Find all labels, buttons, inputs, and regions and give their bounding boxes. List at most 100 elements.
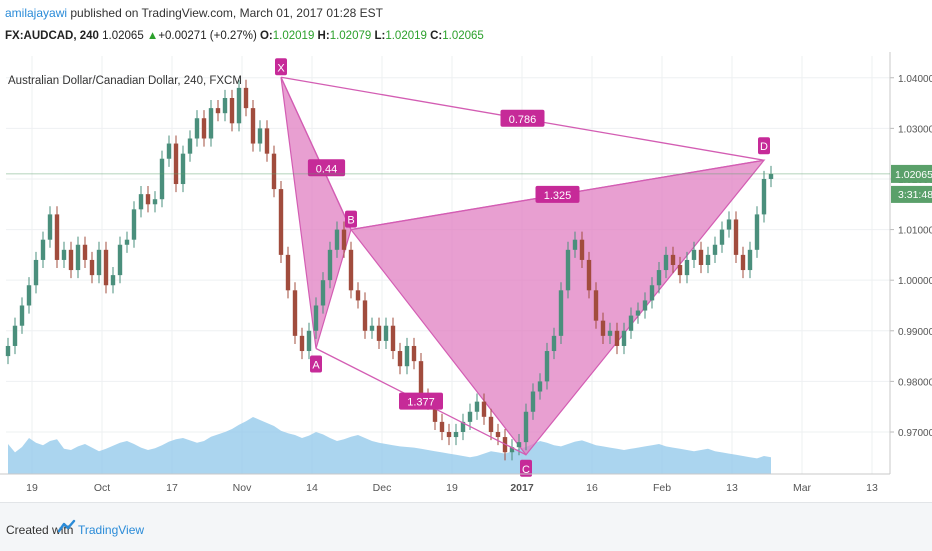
candle-body xyxy=(439,421,445,432)
x-tick-label: Nov xyxy=(233,482,252,494)
ratio-label: 0.44 xyxy=(316,163,337,175)
point-label: X xyxy=(277,62,285,74)
low-value: 1.02019 xyxy=(385,30,427,42)
candle-body xyxy=(712,244,718,255)
candle-body xyxy=(292,290,298,336)
candle-body xyxy=(754,214,760,250)
price-badge-box xyxy=(891,164,932,183)
candle-body xyxy=(390,325,396,352)
candle-body xyxy=(222,98,228,114)
candle-body xyxy=(61,249,67,260)
close-label: C: xyxy=(430,30,443,42)
chart-area[interactable]: 0.44 1.377 1.325 0.786 X A B C D 1.04000 1.03000 1… xyxy=(0,52,932,502)
price-badge: 1.02065 xyxy=(895,169,932,181)
candle-body xyxy=(341,229,347,250)
ratio-label: 1.325 xyxy=(544,190,572,202)
candle-body xyxy=(691,249,697,260)
candle-body xyxy=(649,285,655,301)
candle-body xyxy=(194,118,200,139)
x-tick-label: 19 xyxy=(26,482,38,494)
candle-body xyxy=(467,411,473,422)
candle-body xyxy=(166,143,172,159)
candle-body xyxy=(586,259,592,291)
candle-body xyxy=(208,108,214,139)
volume-area xyxy=(8,417,771,474)
ratio-label-box xyxy=(500,109,545,127)
candle-body xyxy=(348,249,354,291)
candle-body xyxy=(215,108,221,114)
candle-body xyxy=(495,431,501,438)
ratio-label: 0.786 xyxy=(509,114,537,126)
point-label: A xyxy=(312,359,320,371)
countdown-badge-box xyxy=(891,185,932,203)
y-tick-label: 1.01000 xyxy=(898,226,932,237)
point-label: D xyxy=(760,141,768,153)
candle-body xyxy=(579,239,585,260)
candle-body xyxy=(670,254,676,265)
candle-body xyxy=(397,351,403,367)
candle-body xyxy=(271,153,277,190)
candle-body xyxy=(516,442,522,448)
candle-body xyxy=(264,128,270,154)
candle-body xyxy=(54,214,60,260)
candle-body xyxy=(761,178,767,215)
candle-body xyxy=(376,325,382,341)
price-chart[interactable]: 0.44 1.377 1.325 0.786 X A B C D 1.04000 1.03000 1… xyxy=(0,52,932,502)
y-tick-label: 0.98000 xyxy=(898,377,932,388)
candle-body xyxy=(677,265,683,276)
candle-body xyxy=(152,199,158,205)
candle-body xyxy=(26,285,32,306)
candle-body xyxy=(243,87,249,109)
x-tick-label: 14 xyxy=(306,482,318,494)
candle-body xyxy=(537,381,543,392)
candle-body xyxy=(278,189,284,255)
candle-body xyxy=(103,249,109,286)
point-label-box xyxy=(275,58,287,76)
tradingview-brand-link[interactable]: TradingView xyxy=(78,523,145,537)
point-label-box xyxy=(310,355,322,373)
candle-body xyxy=(145,194,151,205)
y-tick-label: 1.00000 xyxy=(898,276,932,287)
tradingview-logo-icon xyxy=(58,519,76,533)
publish-text: published on TradingView.com, March 01, … xyxy=(70,6,384,20)
candle-body xyxy=(75,244,81,271)
candle-body xyxy=(138,194,144,210)
x-tick-label: 16 xyxy=(586,482,598,494)
volume-bars xyxy=(8,417,771,474)
candle-body xyxy=(229,98,235,124)
candle-body xyxy=(614,330,620,346)
open-value: 1.02019 xyxy=(272,30,315,42)
ratio-label: 1.377 xyxy=(407,397,435,409)
x-tick-label: Oct xyxy=(94,482,110,494)
x-tick-label: Dec xyxy=(373,482,392,494)
candle-body xyxy=(320,280,326,306)
y-tick-label: 0.99000 xyxy=(898,327,932,338)
candle-body xyxy=(89,259,95,276)
candle-body xyxy=(740,254,746,271)
symbol-info: FX:AUDCAD, 240 1.02065 ▲+0.00271 (+0.27%… xyxy=(5,30,484,42)
candle-body xyxy=(635,310,641,316)
candle-body xyxy=(530,391,536,412)
candle-body xyxy=(551,335,557,352)
candle-body xyxy=(159,158,165,200)
x-tick-label: 13 xyxy=(726,482,738,494)
candle-body xyxy=(404,345,410,367)
ratio-label-box xyxy=(535,185,580,203)
pattern-line-xb xyxy=(280,76,352,230)
candle-body xyxy=(68,249,74,271)
candle-body xyxy=(558,290,564,336)
author-link[interactable]: amilajayawi xyxy=(5,6,68,20)
candle-body xyxy=(572,239,578,250)
candle-body xyxy=(600,320,606,336)
candle-body xyxy=(12,325,18,346)
candle-body xyxy=(474,401,480,412)
candle-body xyxy=(768,173,774,179)
candle-body xyxy=(523,411,529,443)
candle-body xyxy=(705,254,711,265)
point-label-box xyxy=(345,210,357,228)
candle-body xyxy=(313,305,319,331)
candle-body xyxy=(82,244,88,260)
candle-body xyxy=(733,219,739,255)
candle-body xyxy=(285,254,291,291)
publish-info: amilajayawi published on TradingView.com… xyxy=(5,6,383,20)
